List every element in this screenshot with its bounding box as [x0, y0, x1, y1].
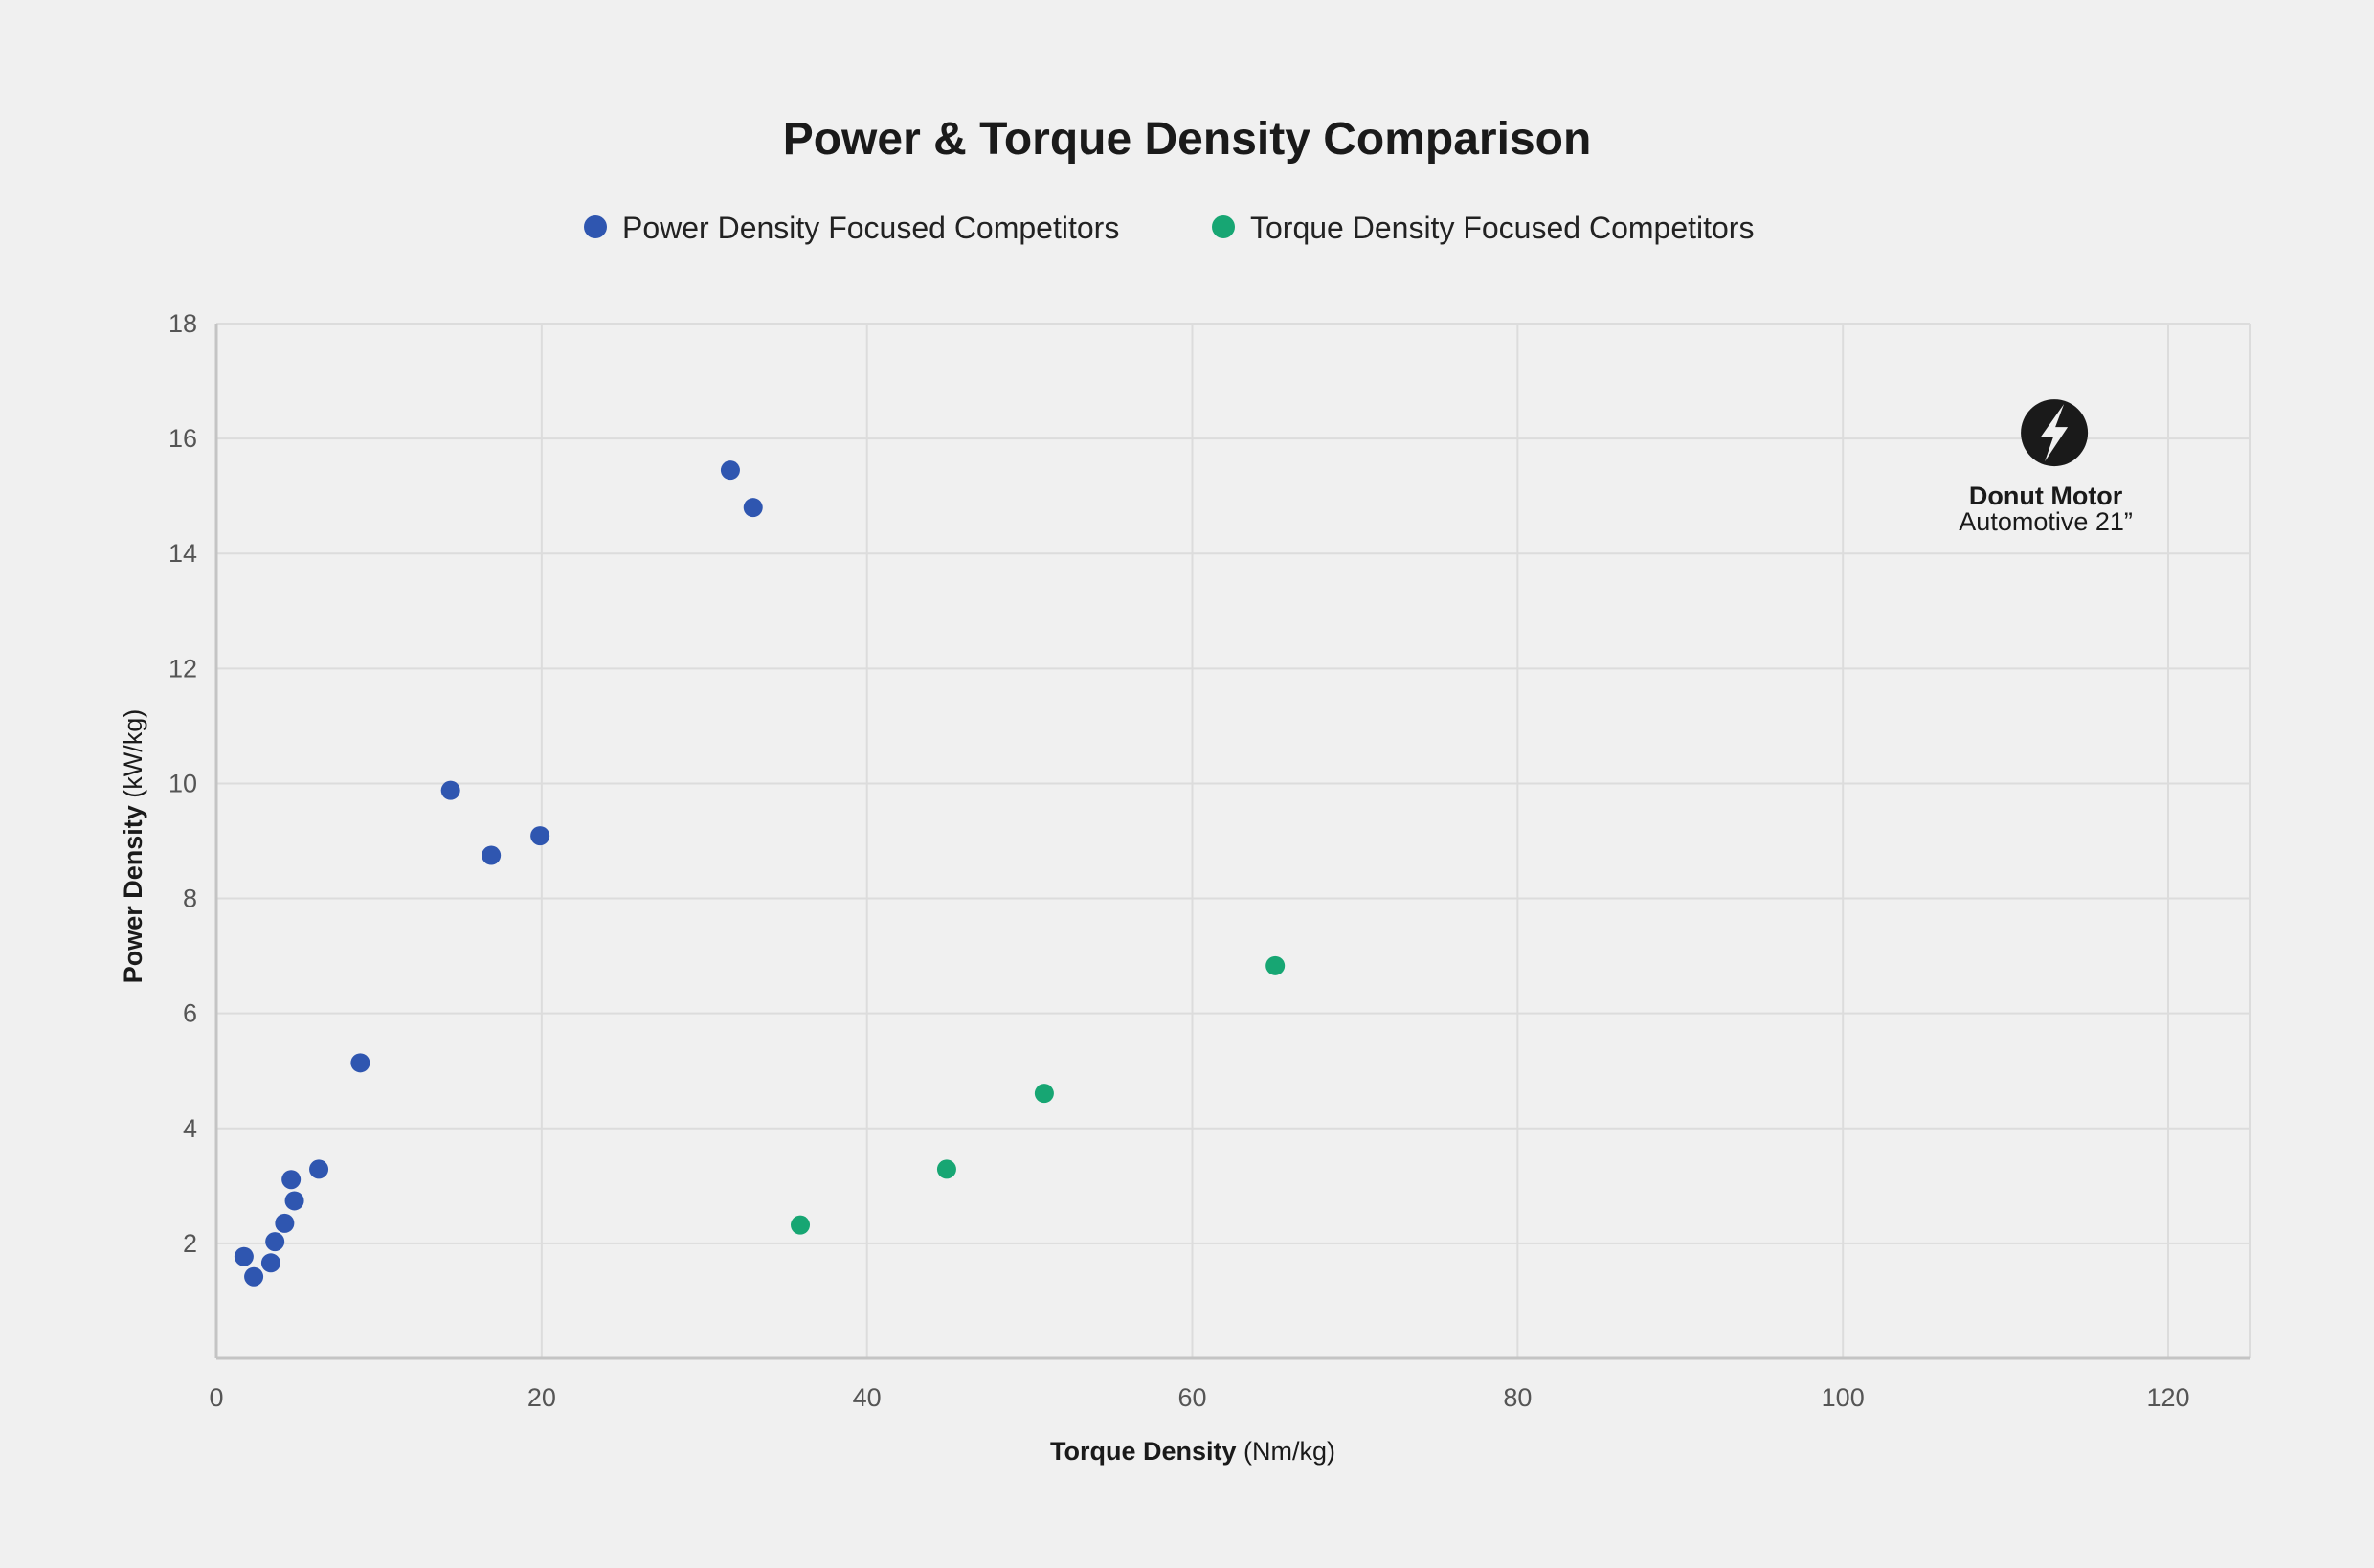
y-tick-label: 18	[168, 309, 197, 338]
power-density-point	[234, 1246, 254, 1266]
lightning-bolt-glyph	[2041, 404, 2069, 462]
annotation-title: Donut Motor	[1969, 482, 2123, 510]
chart-title: Power & Torque Density Comparison	[783, 114, 1592, 165]
x-tick-label: 40	[853, 1383, 882, 1412]
power-density-point	[260, 1253, 280, 1273]
x-axis-label-bold: Torque Density	[1050, 1437, 1237, 1466]
legend-marker-power	[584, 215, 607, 238]
x-axis-label-unit: (Nm/kg)	[1243, 1437, 1335, 1466]
power-density-point	[440, 780, 460, 800]
x-tick-label: 120	[2147, 1383, 2190, 1412]
y-tick-label: 10	[168, 769, 197, 797]
legend-label-power: Power Density Focused Competitors	[622, 211, 1119, 245]
torque-density-point	[1034, 1084, 1054, 1104]
grid	[214, 323, 2251, 1360]
x-tick-label: 0	[209, 1383, 223, 1412]
legend-label-torque: Torque Density Focused Competitors	[1250, 211, 1754, 245]
y-tick-label: 4	[183, 1114, 197, 1143]
x-tick-label: 80	[1503, 1383, 1532, 1412]
annotation-subtitle: Automotive 21”	[1959, 507, 2133, 536]
x-tick-label: 20	[527, 1383, 556, 1412]
power-density-point	[265, 1232, 285, 1252]
torque-density-point	[936, 1159, 956, 1179]
x-tick-label: 60	[1177, 1383, 1206, 1412]
torque-density-point	[791, 1215, 811, 1235]
y-tick-label: 8	[183, 885, 197, 913]
power-density-point	[482, 845, 502, 865]
y-tick-label: 16	[168, 424, 197, 453]
power-density-point	[284, 1191, 304, 1211]
power-density-point	[530, 826, 550, 846]
y-axis-label-unit: (kW/kg)	[119, 709, 147, 798]
y-tick-label: 6	[183, 999, 197, 1028]
x-axis-label: Torque Density (Nm/kg)	[1050, 1437, 1335, 1466]
y-axis-label-bold: Power Density	[119, 805, 147, 983]
power-density-point	[350, 1053, 370, 1073]
y-tick-label: 2	[183, 1229, 197, 1258]
donut-motor-annotation: Donut Motor Automotive 21”	[1959, 399, 2133, 536]
power-density-point	[281, 1170, 302, 1190]
data-points	[234, 460, 1286, 1287]
torque-density-point	[1265, 955, 1286, 975]
legend-marker-torque	[1212, 215, 1235, 238]
power-density-point	[743, 498, 763, 518]
power-density-point	[720, 460, 740, 481]
legend: Power Density Focused Competitors Torque…	[584, 211, 1754, 245]
power-density-point	[244, 1266, 264, 1287]
y-axis-label: Power Density (kW/kg)	[119, 709, 147, 984]
y-tick-label: 12	[168, 654, 197, 683]
x-tick-label: 100	[1822, 1383, 1865, 1412]
y-tick-label: 14	[168, 539, 197, 568]
power-density-point	[275, 1213, 295, 1233]
tick-labels: 0 20 40 60 80 100 120 2 4 6 8 10 12 14 16 18	[168, 309, 2190, 1412]
power-density-point	[309, 1159, 329, 1179]
